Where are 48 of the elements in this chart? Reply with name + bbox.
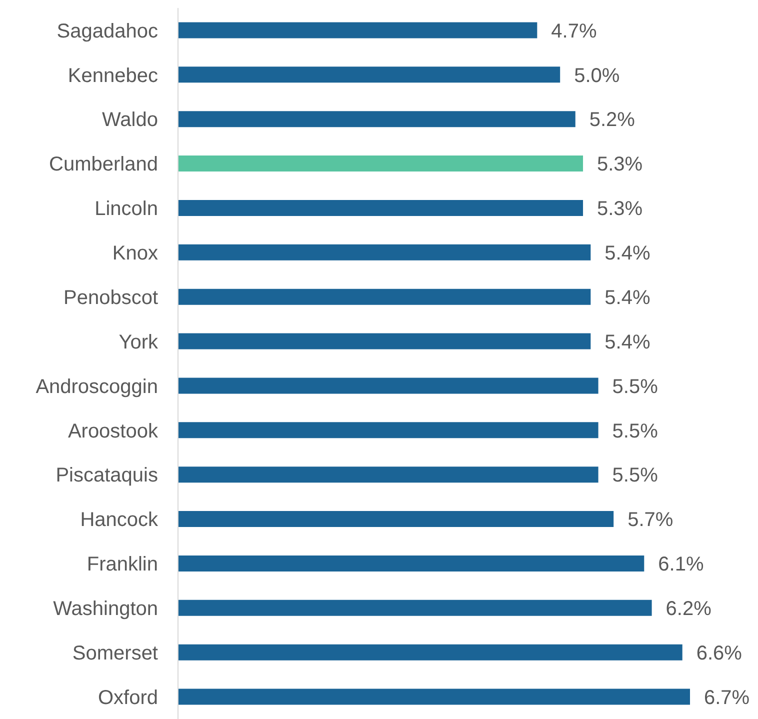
data-label: 6.1% — [658, 554, 704, 576]
data-label: 6.6% — [696, 642, 742, 664]
y-tick-label: Aroostook — [68, 420, 159, 442]
y-tick-label: Penobscot — [63, 286, 158, 309]
y-tick-label: Franklin — [86, 554, 158, 576]
bar — [178, 22, 538, 38]
bar — [178, 333, 591, 350]
y-tick-label: Lincoln — [94, 198, 158, 220]
data-label: 5.7% — [628, 509, 674, 532]
data-label: 5.5% — [612, 376, 658, 398]
bar — [178, 111, 576, 128]
bar — [178, 244, 591, 260]
y-tick-label: Washington — [53, 598, 158, 620]
data-label: 5.2% — [589, 109, 636, 132]
bar — [178, 555, 644, 572]
bar — [178, 688, 690, 705]
data-label: 6.2% — [666, 598, 712, 620]
bar — [178, 644, 682, 660]
y-tick-label: Piscataquis — [56, 464, 158, 487]
bar — [178, 288, 591, 305]
data-label: 5.4% — [604, 331, 650, 354]
data-label: 5.4% — [604, 286, 650, 309]
data-label: 4.7% — [551, 20, 597, 42]
y-tick-label: Oxford — [98, 686, 158, 709]
bar — [178, 422, 598, 438]
bar — [178, 66, 560, 83]
y-tick-label: Waldo — [102, 109, 158, 132]
bar — [178, 200, 584, 216]
data-label: 5.4% — [604, 242, 650, 265]
y-tick-label: Kennebec — [68, 64, 158, 87]
y-tick-label: Knox — [112, 242, 158, 265]
data-label: 5.0% — [574, 64, 620, 87]
y-tick-label: York — [118, 331, 159, 354]
y-tick-label: Androscoggin — [36, 376, 158, 398]
bar — [178, 378, 598, 394]
y-tick-label: Hancock — [80, 509, 159, 532]
y-tick-label: Somerset — [72, 642, 158, 664]
data-label: 5.5% — [612, 420, 658, 442]
y-tick-label: Cumberland — [49, 154, 158, 176]
y-tick-label: Sagadahoc — [56, 20, 158, 42]
bar — [178, 511, 614, 528]
data-label: 6.7% — [704, 686, 750, 709]
data-label: 5.5% — [612, 464, 658, 487]
data-label: 5.3% — [597, 154, 643, 176]
bar — [178, 156, 584, 172]
bar — [178, 600, 652, 616]
data-label: 5.3% — [597, 198, 643, 220]
bar — [178, 466, 598, 483]
